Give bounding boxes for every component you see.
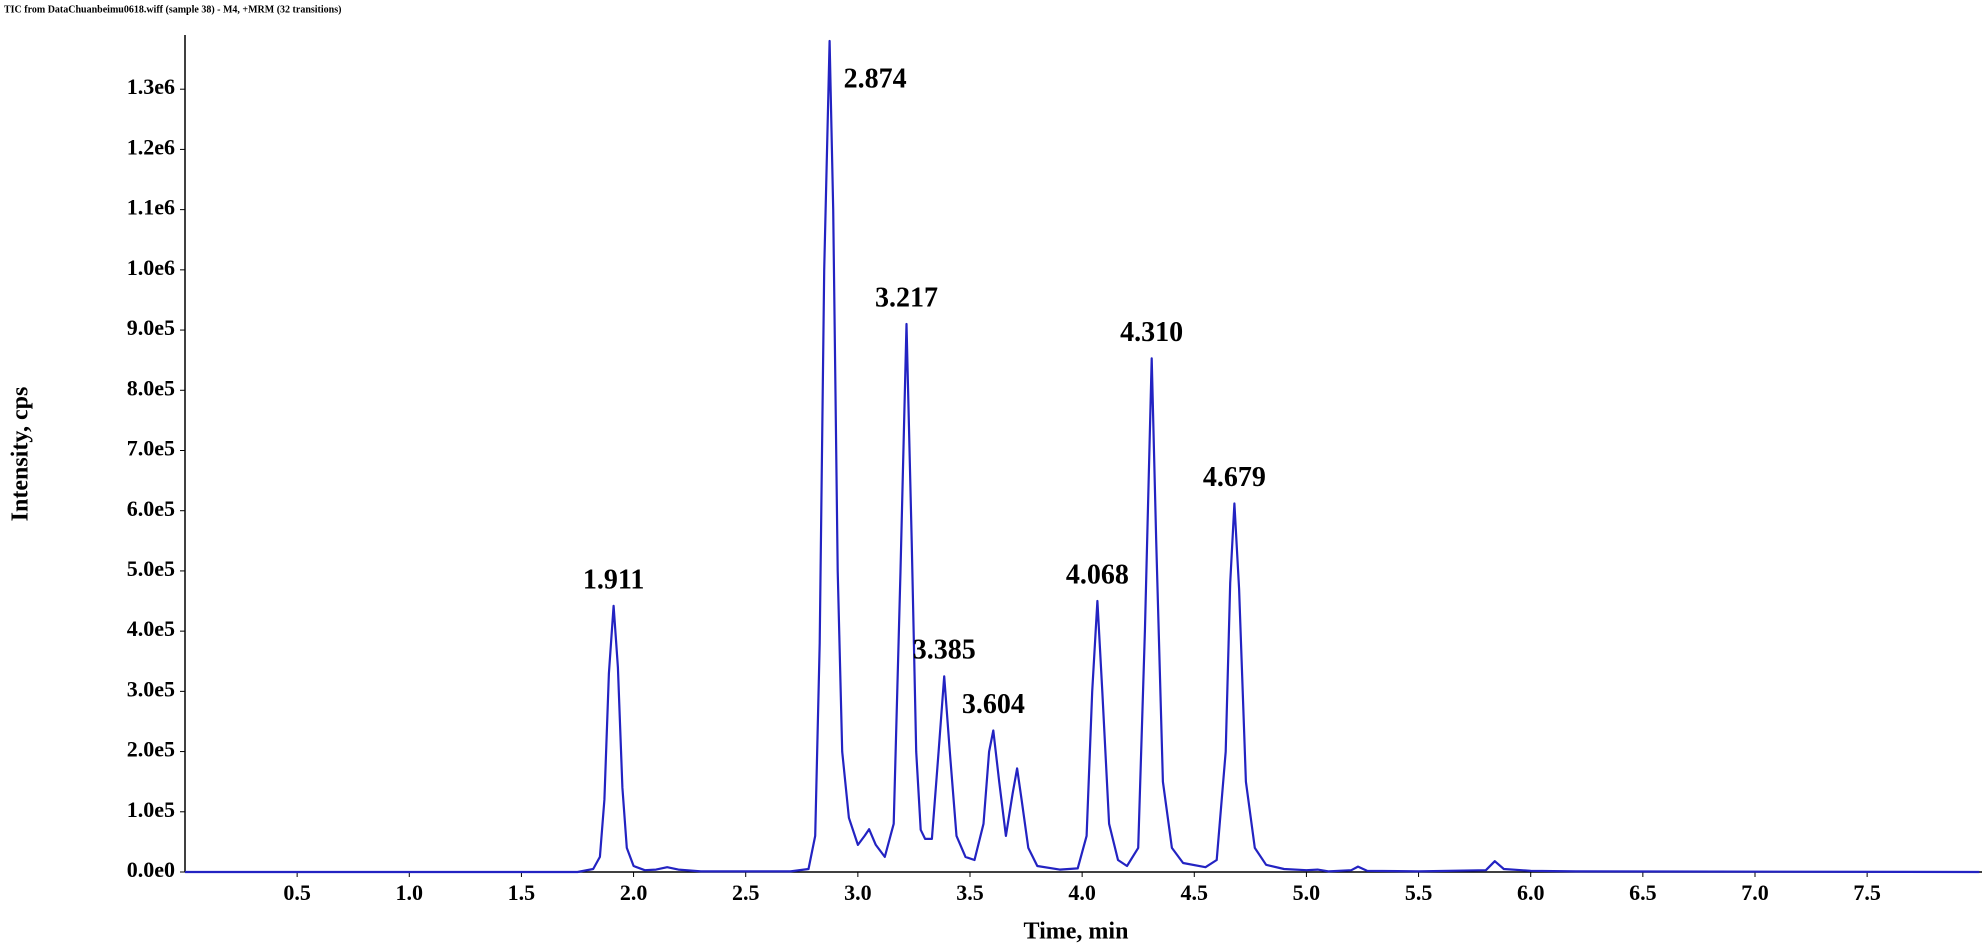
x-tick-label: 3.0 bbox=[844, 880, 872, 905]
x-tick-label: 6.0 bbox=[1517, 880, 1545, 905]
y-tick-label: 8.0e5 bbox=[127, 375, 175, 400]
peak-label: 4.679 bbox=[1203, 462, 1266, 493]
x-tick-label: 2.0 bbox=[620, 880, 648, 905]
y-tick-label: 1.2e6 bbox=[127, 134, 175, 159]
y-tick-label: 5.0e5 bbox=[127, 556, 175, 581]
y-tick-label: 1.3e6 bbox=[127, 74, 175, 99]
y-axis-title: Intensity, cps bbox=[8, 387, 34, 522]
x-tick-label: 4.0 bbox=[1068, 880, 1096, 905]
y-tick-label: 0.0e0 bbox=[127, 857, 175, 882]
peak-label: 3.604 bbox=[962, 689, 1025, 720]
x-tick-label: 1.5 bbox=[508, 880, 536, 905]
peak-label: 1.911 bbox=[583, 564, 644, 595]
y-tick-label: 1.0e6 bbox=[127, 255, 175, 280]
x-tick-label: 0.5 bbox=[283, 880, 311, 905]
y-tick-label: 7.0e5 bbox=[127, 436, 175, 461]
x-tick-label: 7.5 bbox=[1853, 880, 1881, 905]
y-tick-label: 2.0e5 bbox=[127, 737, 175, 762]
peak-label: 3.385 bbox=[913, 635, 976, 666]
y-tick-label: 4.0e5 bbox=[127, 616, 175, 641]
trace-line bbox=[185, 39, 1980, 874]
y-tick-label: 9.0e5 bbox=[127, 315, 175, 340]
y-tick-label: 1.0e5 bbox=[127, 797, 175, 822]
x-axis-title: Time, min bbox=[1024, 919, 1129, 945]
x-tick-label: 1.0 bbox=[396, 880, 424, 905]
y-tick-label: 1.1e6 bbox=[127, 195, 175, 220]
peak-label: 3.217 bbox=[875, 282, 938, 313]
x-tick-label: 4.5 bbox=[1181, 880, 1209, 905]
peak-label: 4.310 bbox=[1120, 317, 1183, 348]
chart-title: TIC from DataChuanbeimu0618.wiff (sample… bbox=[4, 4, 341, 15]
peak-label: 4.068 bbox=[1066, 559, 1129, 590]
y-tick-label: 3.0e5 bbox=[127, 676, 175, 701]
x-tick-label: 3.5 bbox=[956, 880, 984, 905]
y-tick-label: 6.0e5 bbox=[127, 496, 175, 521]
x-tick-label: 2.5 bbox=[732, 880, 760, 905]
peak-label: 2.874 bbox=[844, 63, 907, 94]
x-tick-label: 6.5 bbox=[1629, 880, 1657, 905]
x-tick-label: 7.0 bbox=[1741, 880, 1769, 905]
x-tick-label: 5.5 bbox=[1405, 880, 1433, 905]
x-tick-label: 5.0 bbox=[1293, 880, 1321, 905]
